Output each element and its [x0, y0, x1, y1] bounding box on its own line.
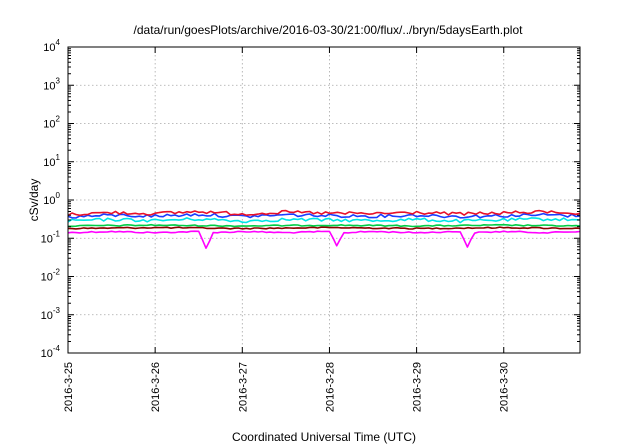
series-layer [67, 209, 581, 249]
y-tick-label: 100 [43, 191, 60, 207]
y-tick-label: 10-4 [41, 344, 61, 360]
plot-frame [67, 46, 581, 354]
series-line [67, 230, 581, 249]
series-line [67, 209, 581, 217]
x-tick-label: 2016-3-27 [237, 362, 249, 412]
series-line [67, 212, 581, 219]
y-tick-label: 101 [43, 153, 60, 169]
x-tick-label: 2016-3-28 [324, 362, 336, 412]
chart-title: /data/run/goesPlots/archive/2016-03-30/2… [134, 23, 524, 37]
y-tick-label: 10-3 [41, 306, 61, 322]
y-axis-label: cSv/day [27, 179, 41, 222]
series-line [68, 223, 581, 228]
y-tick-label: 10-1 [41, 229, 61, 245]
x-tick-label: 2016-3-25 [63, 362, 75, 412]
y-tick-label: 10-2 [41, 268, 61, 284]
axes: 10-4 10-3 10-2 10-1 100 101 102 103 104 2016-3-25… [41, 38, 580, 412]
x-axis-label: Coordinated Universal Time (UTC) [232, 430, 416, 444]
series-line [67, 217, 581, 224]
x-tick-label: 2016-3-29 [412, 362, 424, 412]
grid [68, 47, 580, 353]
y-tick-label: 103 [43, 76, 60, 92]
x-tick-label: 2016-3-26 [150, 362, 162, 412]
y-tick-label: 104 [43, 38, 60, 54]
y-tick-label: 102 [43, 115, 60, 131]
series-line [67, 226, 581, 230]
x-tick-label: 2016-3-30 [499, 362, 511, 412]
